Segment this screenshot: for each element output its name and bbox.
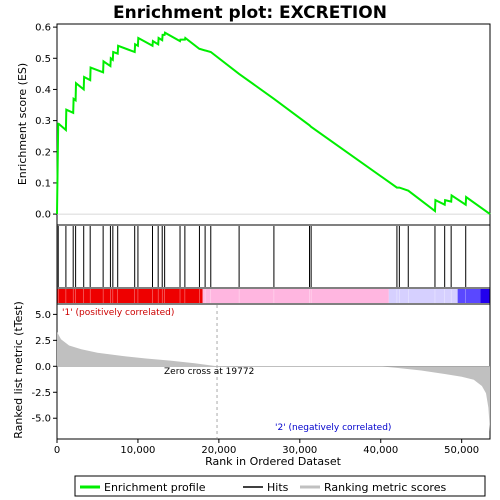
legend-es-label: Enrichment profile: [104, 481, 206, 494]
enrichment-profile-line: [56, 31, 491, 215]
metric-axis-label: Ranked list metric (tTest): [12, 301, 25, 438]
x-axis: 0 10,000 20,000 30,000 40,000 50,000: [54, 439, 479, 456]
hits-markers: [57, 226, 467, 287]
es-tick-label: 0.6: [35, 23, 51, 34]
es-axis-label: Enrichment score (ES): [16, 63, 29, 185]
x-tick-label: 40,000: [363, 445, 398, 456]
metric-panel-frame: [56, 303, 491, 440]
color-bar-segment: [457, 289, 481, 303]
x-tick-label: 20,000: [201, 445, 236, 456]
color-bar-segment: [57, 289, 203, 303]
x-tick-label: 0: [54, 445, 60, 456]
ranking-metric-area: [57, 305, 490, 438]
es-tick-label: 0.0: [35, 210, 51, 221]
x-tick-label: 50,000: [444, 445, 479, 456]
es-panel-frame: [56, 23, 491, 226]
es-axis: 0.0 0.1 0.2 0.3 0.4 0.5 0.6: [35, 23, 490, 221]
positive-correlation-label: '1' (positively correlated): [62, 308, 174, 318]
metric-tick-label: -2.5: [31, 388, 51, 399]
ranking-metric-fill: [57, 332, 490, 432]
zero-cross-label: Zero cross at 19772: [164, 367, 254, 377]
color-bar-segment: [388, 289, 458, 303]
ranking-color-bar: [57, 289, 490, 303]
chart-title: Enrichment plot: EXCRETION: [113, 3, 387, 23]
negative-correlation-label: '2' (negatively correlated): [275, 423, 391, 433]
color-bar-segment: [202, 289, 389, 303]
es-tick-label: 0.3: [35, 116, 51, 127]
es-tick-label: 0.5: [35, 54, 51, 65]
es-tick-label: 0.1: [35, 178, 51, 189]
metric-tick-label: 0.0: [35, 362, 51, 373]
metric-tick-label: 5.0: [35, 310, 51, 321]
x-tick-label: 30,000: [282, 445, 317, 456]
metric-tick-label: 2.5: [35, 336, 51, 347]
legend-box: [74, 475, 486, 497]
legend-hits-label: Hits: [267, 481, 289, 494]
x-tick-label: 10,000: [120, 445, 155, 456]
color-bar-segment: [480, 289, 490, 303]
metric-axis: 5.0 2.5 0.0 -2.5 -5.0: [31, 310, 57, 425]
x-axis-label: Rank in Ordered Dataset: [205, 455, 342, 468]
metric-tick-label: -5.0: [31, 414, 51, 425]
es-tick-label: 0.2: [35, 147, 51, 158]
legend-metric-label: Ranking metric scores: [324, 481, 446, 494]
es-tick-label: 0.4: [35, 85, 51, 96]
